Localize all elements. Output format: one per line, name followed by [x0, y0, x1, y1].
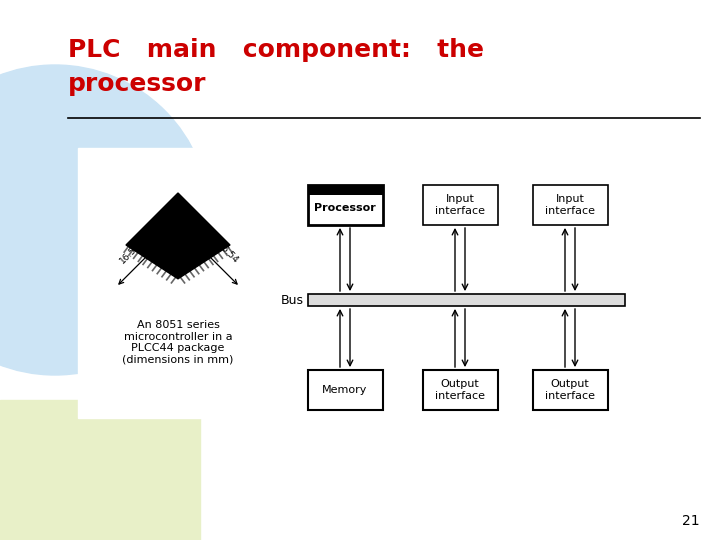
- Text: Bus: Bus: [281, 294, 304, 307]
- Text: Input
interface: Input interface: [545, 194, 595, 216]
- Bar: [423, 370, 498, 410]
- Bar: [533, 370, 608, 410]
- Bar: [307, 185, 382, 195]
- Bar: [533, 185, 608, 225]
- Polygon shape: [126, 193, 230, 279]
- Bar: [78, 148, 288, 418]
- Text: 21: 21: [683, 514, 700, 528]
- Bar: [423, 185, 498, 225]
- Text: processor: processor: [68, 72, 207, 96]
- Text: 16.54: 16.54: [117, 241, 143, 265]
- Bar: [0, 400, 200, 540]
- Bar: [308, 294, 625, 306]
- Text: PLC   main   component:   the: PLC main component: the: [68, 38, 484, 62]
- Text: 16.54: 16.54: [216, 241, 240, 265]
- Text: Processor: Processor: [314, 203, 376, 213]
- Text: Memory: Memory: [323, 385, 368, 395]
- Text: Input
interface: Input interface: [435, 194, 485, 216]
- Text: Output
interface: Output interface: [545, 379, 595, 401]
- Text: Output
interface: Output interface: [435, 379, 485, 401]
- Bar: [307, 185, 382, 225]
- Text: An 8051 series
microcontroller in a
PLCC44 package
(dimensions in mm): An 8051 series microcontroller in a PLCC…: [122, 320, 234, 365]
- Circle shape: [0, 65, 210, 375]
- Bar: [307, 370, 382, 410]
